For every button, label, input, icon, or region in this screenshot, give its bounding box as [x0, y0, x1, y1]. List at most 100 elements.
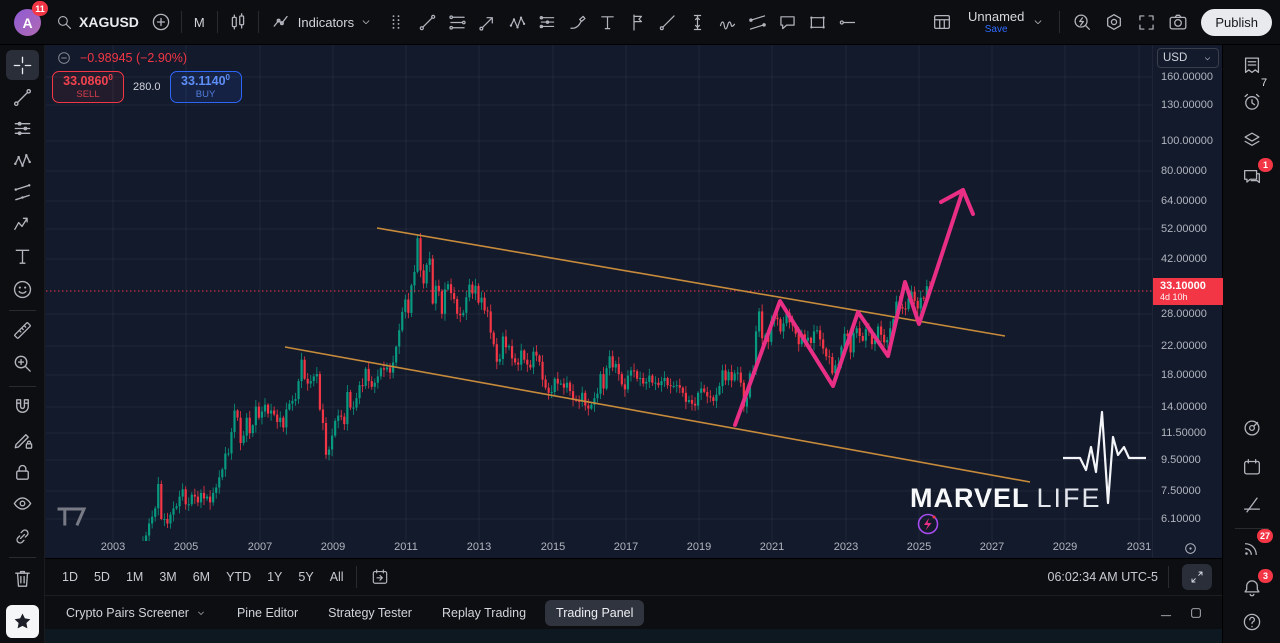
- price-change-text: −0.98945 (−2.90%): [80, 51, 188, 65]
- compare-add-symbol-button[interactable]: [146, 7, 176, 37]
- sidebar-chat-button[interactable]: 1: [1238, 158, 1273, 191]
- chart-settings-button[interactable]: [1099, 7, 1129, 37]
- clock[interactable]: 06:02:34 AM UTC-5: [1047, 570, 1158, 584]
- interval-button[interactable]: M: [187, 10, 212, 35]
- currency-selector[interactable]: USD: [1157, 48, 1219, 68]
- tool-arrow-marker-button[interactable]: [472, 7, 502, 37]
- price-axis[interactable]: USD 160.00000 130.00000 100.00000 80.00000 6…: [1152, 45, 1223, 558]
- trading-panel-collapsed[interactable]: [45, 629, 1222, 643]
- drawing-tool-favorites-star-button[interactable]: [6, 605, 39, 638]
- tool-signature-button[interactable]: [712, 7, 742, 37]
- tool-extended-line-button[interactable]: [652, 7, 682, 37]
- tab-pine-editor[interactable]: Pine Editor: [226, 600, 309, 626]
- minimize-panel-icon[interactable]: [1158, 605, 1174, 621]
- indicators-button[interactable]: Indicators: [264, 6, 380, 38]
- drawing-tool-horizontal-lines-button[interactable]: [6, 113, 39, 143]
- date-range-buttons: 1D 5D 1M 3M 6M YTD 1Y 5Y All: [55, 566, 351, 588]
- drawing-tool-emoji-button[interactable]: [6, 274, 39, 304]
- drawing-tool-xabcd-pattern-button[interactable]: [6, 145, 39, 175]
- fullscreen-button[interactable]: [1131, 7, 1161, 37]
- sell-button[interactable]: 33.08600 SELL: [52, 71, 124, 103]
- range-1y-button[interactable]: 1Y: [260, 566, 289, 588]
- drawing-tool-crosshair-button[interactable]: [6, 50, 39, 80]
- layout-name-button[interactable]: Unnamed Save: [959, 5, 1052, 40]
- user-menu-button[interactable]: A 11: [8, 1, 48, 37]
- range-1m-button[interactable]: 1M: [119, 566, 150, 588]
- sidebar-watchlist-button[interactable]: [1238, 51, 1266, 79]
- sidebar-alerts-clock-button[interactable]: [1238, 88, 1266, 116]
- chart-pane[interactable]: MARVEL LIFE −0.98945 (−2.90%) 33.08600 S…: [45, 45, 1152, 558]
- publish-button[interactable]: Publish: [1201, 8, 1272, 36]
- axis-settings-icon[interactable]: [1181, 539, 1199, 557]
- tool-xabcd-pattern-button[interactable]: [502, 7, 532, 37]
- tool-horizontal-ray-button[interactable]: [832, 7, 862, 37]
- tool-price-range-button[interactable]: [682, 7, 712, 37]
- camera-icon: [1167, 11, 1189, 33]
- sidebar-streams-button[interactable]: 27: [1238, 529, 1273, 562]
- chevron-down-icon: [195, 607, 207, 619]
- collapse-trade-panel-icon[interactable]: [56, 50, 72, 66]
- maximize-panel-icon[interactable]: [1188, 605, 1204, 621]
- sidebar-help-button[interactable]: [1238, 608, 1266, 636]
- drawing-tool-ruler-button[interactable]: [6, 315, 39, 345]
- tool-parallel-lines-button[interactable]: [532, 7, 562, 37]
- drawing-tool-magnet-button[interactable]: [6, 392, 39, 422]
- range-all-button[interactable]: All: [323, 566, 351, 588]
- tool-callout-button[interactable]: [772, 7, 802, 37]
- trend-line-icon: [417, 12, 438, 33]
- symbol-search-button[interactable]: XAGUSD: [48, 8, 146, 37]
- tool-flag-mark-button[interactable]: [622, 7, 652, 37]
- tool-disjoint-channel-button[interactable]: [742, 7, 772, 37]
- notification-count-badge: 11: [32, 1, 48, 16]
- sidebar-slope-button[interactable]: [1238, 491, 1266, 519]
- separator: [216, 11, 218, 33]
- sidebar-notifications-bell-button[interactable]: 3: [1238, 569, 1273, 602]
- grip-dots-icon[interactable]: [386, 12, 406, 32]
- help-icon: [1241, 611, 1263, 633]
- tab-replay-trading[interactable]: Replay Trading: [431, 600, 537, 626]
- range-ytd-button[interactable]: YTD: [219, 566, 258, 588]
- panel-toggle-button[interactable]: [1182, 564, 1212, 590]
- sidebar-ideas-button[interactable]: [1238, 414, 1266, 442]
- drawing-tool-trend-line-button[interactable]: [6, 82, 39, 112]
- quick-search-button[interactable]: [1067, 7, 1097, 37]
- drawing-toolbar: [0, 45, 45, 643]
- sidebar-calendar-button[interactable]: [1238, 453, 1266, 481]
- sidebar-object-tree-button[interactable]: [1238, 126, 1266, 154]
- rectangle-icon: [807, 12, 828, 33]
- tab-trading-panel[interactable]: Trading Panel: [545, 599, 645, 626]
- drawing-tool-elliott-wave-button[interactable]: [6, 209, 39, 239]
- separator: [1059, 11, 1061, 33]
- chart-style-button[interactable]: [223, 7, 253, 37]
- save-label[interactable]: Save: [984, 23, 1008, 35]
- tool-fib-retracement-button[interactable]: [442, 7, 472, 37]
- drawing-tool-text-button[interactable]: [6, 241, 39, 271]
- range-5d-button[interactable]: 5D: [87, 566, 117, 588]
- tab-crypto-pairs-screener[interactable]: Crypto Pairs Screener: [55, 600, 218, 626]
- candlestick-plot[interactable]: [45, 45, 1152, 558]
- time-axis[interactable]: 2003 2005 2007 2009 2011 2013 2015 2017 2019 2021…: [45, 538, 1152, 558]
- layout-grid-button[interactable]: [927, 7, 957, 37]
- tool-rectangle-button[interactable]: [802, 7, 832, 37]
- range-1d-button[interactable]: 1D: [55, 566, 85, 588]
- go-to-date-button[interactable]: [366, 564, 394, 590]
- remove-drawings-icon: [11, 567, 34, 590]
- divider: [9, 557, 36, 558]
- buy-button[interactable]: 33.11400 BUY: [169, 71, 242, 103]
- drawing-tool-link-drawings-button[interactable]: [6, 521, 39, 551]
- tool-trend-line-button[interactable]: [412, 7, 442, 37]
- drawing-tool-hide-all-button[interactable]: [6, 488, 39, 518]
- zoom-in-icon: [11, 352, 34, 375]
- drawing-tool-remove-drawings-button[interactable]: [6, 563, 39, 593]
- drawing-tool-parallel-channel-button[interactable]: [6, 177, 39, 207]
- tool-brush-button[interactable]: [562, 7, 592, 37]
- drawing-tool-drawing-mode-button[interactable]: [6, 425, 39, 455]
- tool-text-button[interactable]: [592, 7, 622, 37]
- drawing-tool-zoom-in-button[interactable]: [6, 348, 39, 378]
- range-3m-button[interactable]: 3M: [152, 566, 183, 588]
- drawing-tool-lock-all-button[interactable]: [6, 457, 39, 487]
- range-6m-button[interactable]: 6M: [186, 566, 217, 588]
- tab-strategy-tester[interactable]: Strategy Tester: [317, 600, 423, 626]
- range-5y-button[interactable]: 5Y: [291, 566, 320, 588]
- snapshot-button[interactable]: [1163, 7, 1193, 37]
